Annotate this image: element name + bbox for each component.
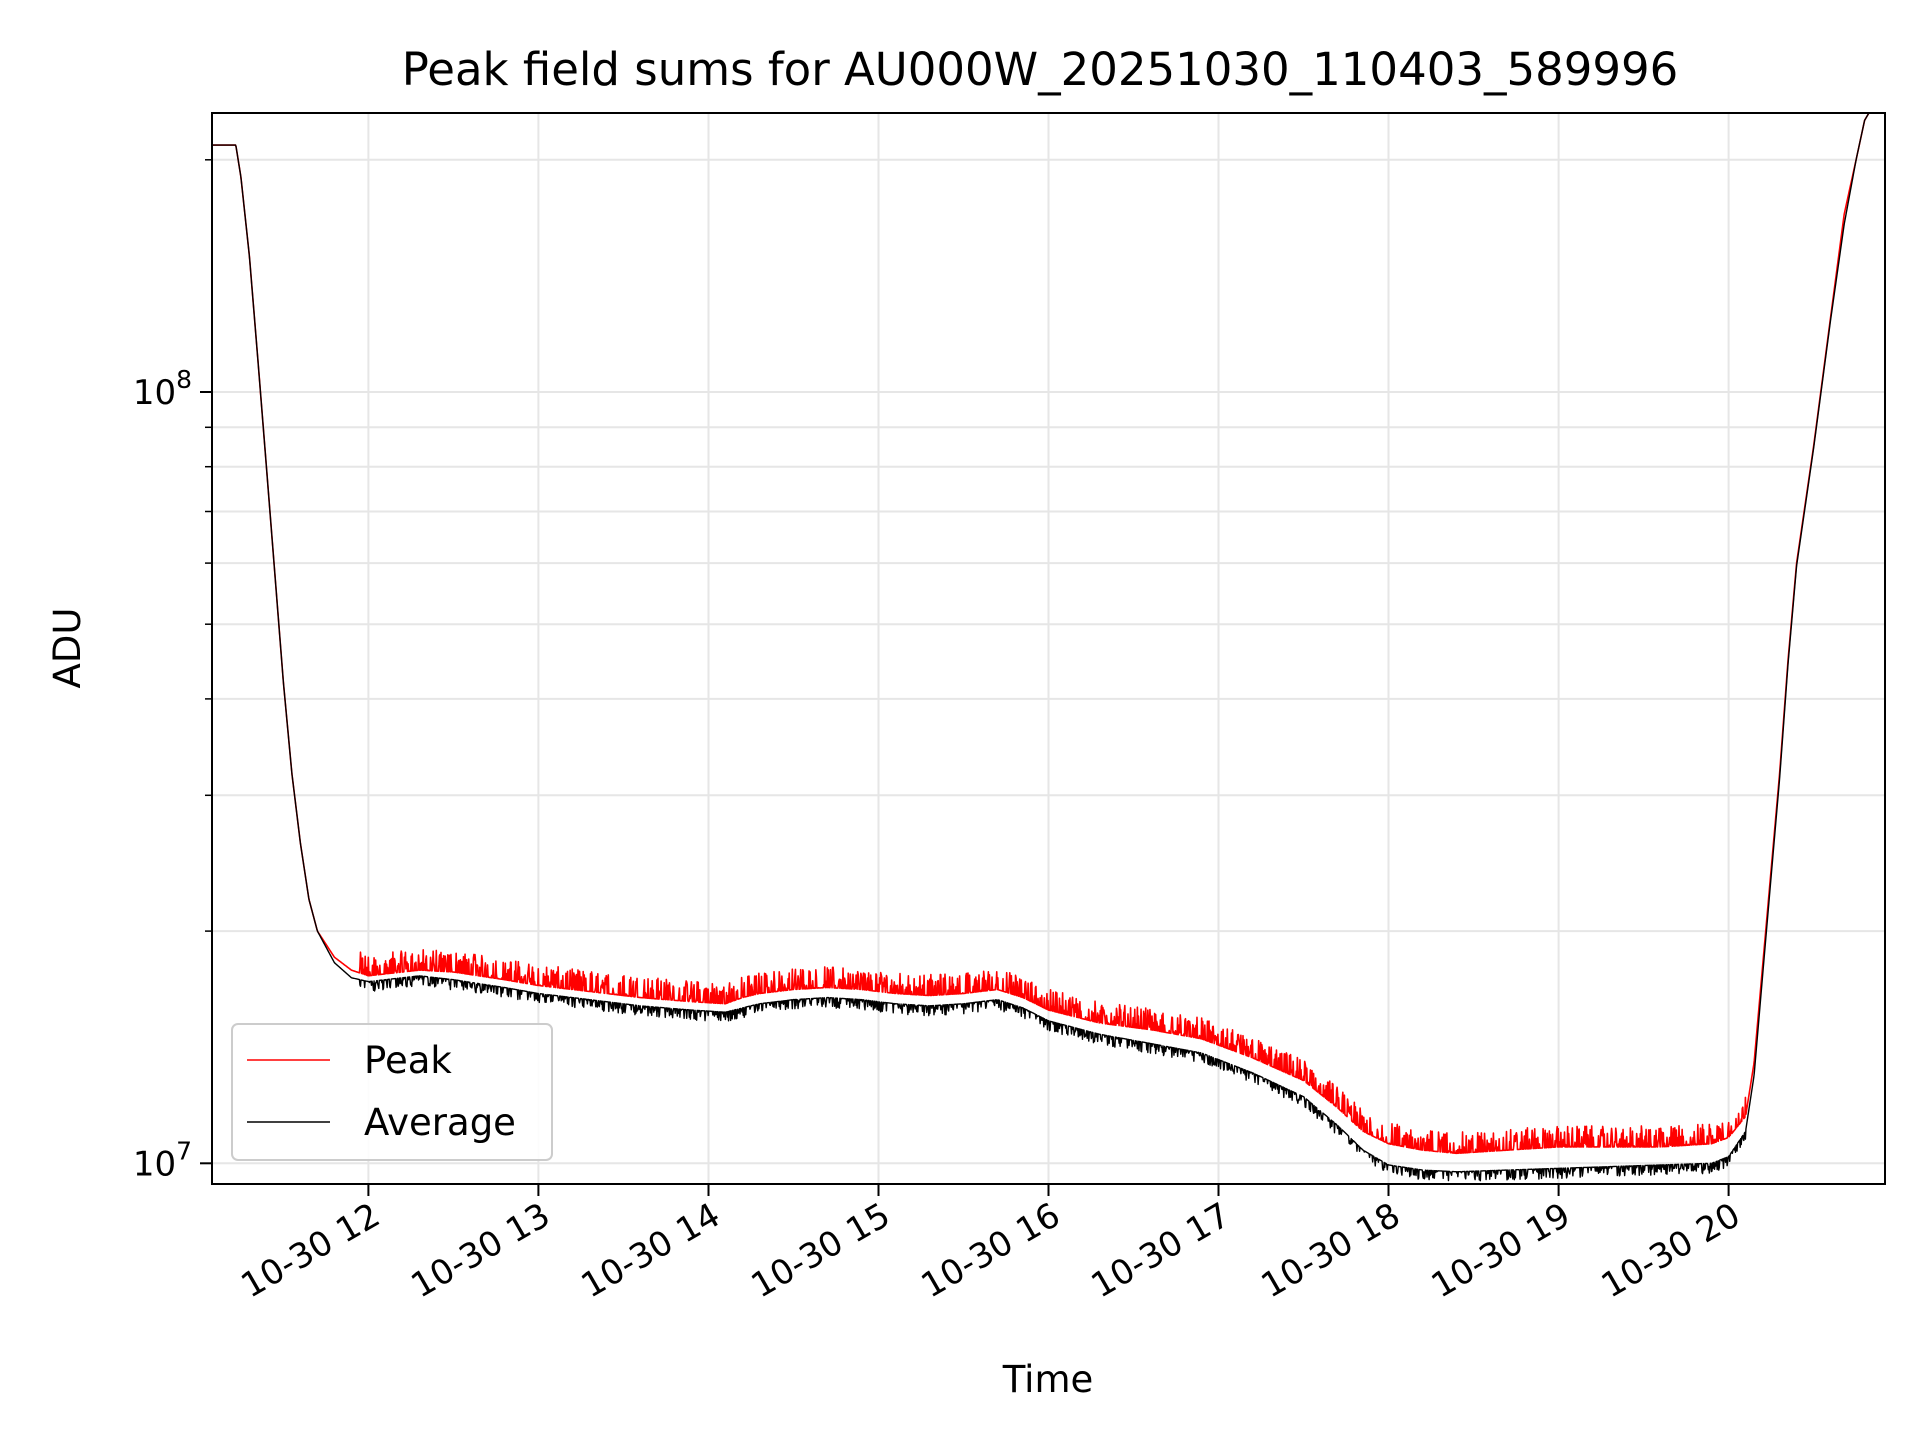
y-tick-label: 107 bbox=[133, 1136, 192, 1184]
x-axis-label: Time bbox=[1002, 1358, 1094, 1401]
series-average-line bbox=[211, 112, 1886, 1182]
grid-layer bbox=[212, 113, 1885, 1184]
legend-box bbox=[231, 1023, 553, 1161]
series-peak-line bbox=[211, 112, 1886, 1155]
legend-average-label: Average bbox=[364, 1101, 516, 1144]
y-tick-label: 108 bbox=[133, 365, 192, 413]
series-layer bbox=[211, 112, 1886, 1182]
legend-peak-label: Peak bbox=[364, 1039, 452, 1082]
chart-title: Peak field sums for AU000W_20251030_1104… bbox=[402, 43, 1679, 96]
legend: Peak Average bbox=[231, 1023, 553, 1161]
y-axis-label: ADU bbox=[46, 608, 89, 689]
